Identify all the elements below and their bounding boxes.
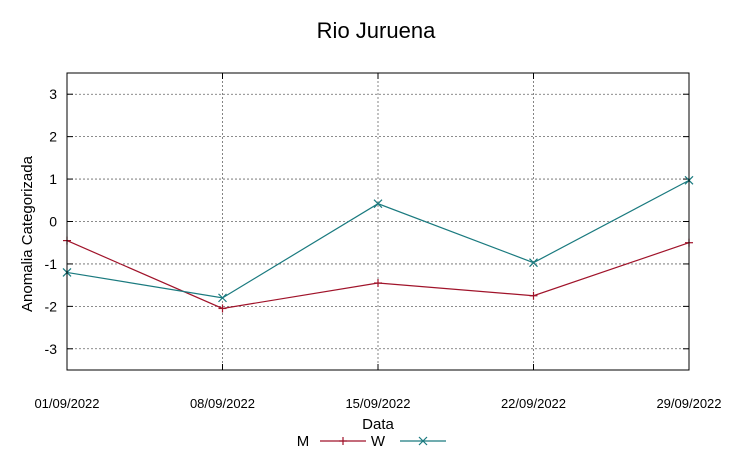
data-point-m xyxy=(374,279,382,288)
data-point-w xyxy=(373,199,383,209)
x-tick-label: 15/09/2022 xyxy=(345,396,410,411)
x-tick-label: 08/09/2022 xyxy=(190,396,255,411)
x-tick-label: 22/09/2022 xyxy=(501,396,566,411)
data-point-w xyxy=(529,258,538,268)
data-point-m xyxy=(218,304,227,313)
x-tick-label: 29/09/2022 xyxy=(656,396,721,411)
y-tick-label: 2 xyxy=(49,129,57,145)
y-axis-label: Anomalia Categorizada xyxy=(19,155,36,312)
marker-stroke xyxy=(373,199,383,209)
y-tick-label: -2 xyxy=(45,298,58,314)
marker-stroke xyxy=(418,436,428,446)
y-tick-label: 3 xyxy=(49,86,57,102)
data-point-m xyxy=(529,291,538,300)
chart-title: Rio Juruena xyxy=(317,18,436,43)
grid-lines xyxy=(67,73,689,370)
data-point-w xyxy=(218,293,227,303)
plot-area-frame xyxy=(66,72,690,371)
y-tick-label: 0 xyxy=(49,214,57,230)
x-axis-label: Data xyxy=(362,416,394,433)
legend-label-m: M xyxy=(297,433,310,450)
legend-marker-m xyxy=(339,437,347,445)
marker-stroke xyxy=(529,258,538,268)
legend-marker-w xyxy=(418,436,428,446)
marker-stroke xyxy=(218,293,227,303)
y-axis-ticks: 3 2 1 0 -1 -2 -3 xyxy=(45,86,689,357)
y-tick-label: 1 xyxy=(49,171,57,187)
legend-label-w: W xyxy=(371,433,386,450)
y-tick-label: -1 xyxy=(45,256,58,272)
x-tick-label: 01/09/2022 xyxy=(34,396,99,411)
series-group xyxy=(62,175,694,313)
y-tick-label: -3 xyxy=(45,341,58,357)
